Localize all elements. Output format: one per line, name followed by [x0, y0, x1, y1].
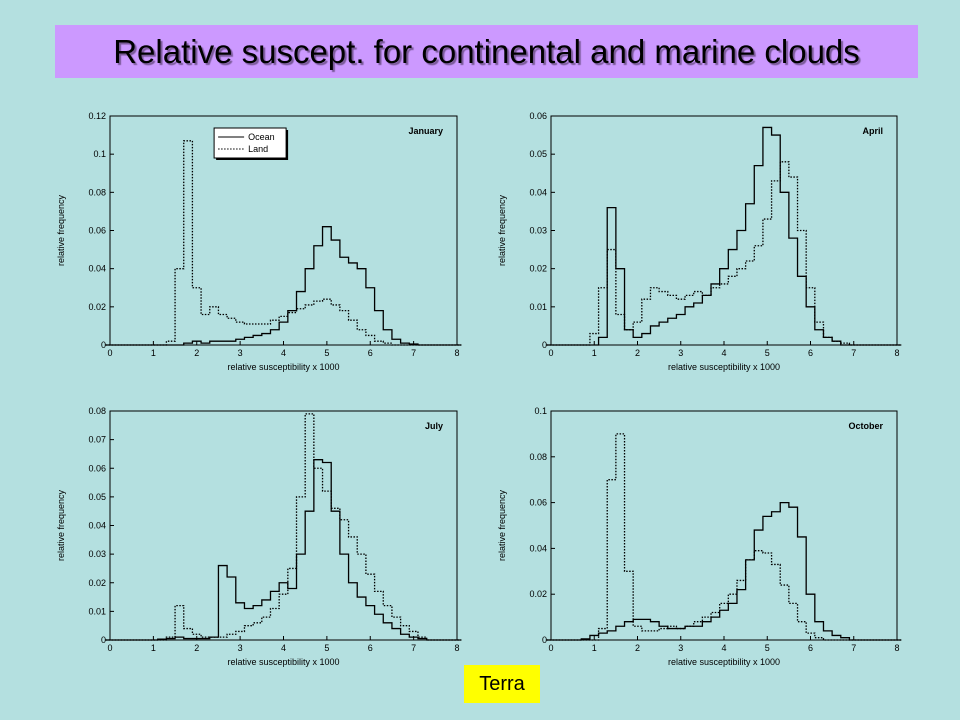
y-tick-label: 0.03: [88, 549, 106, 559]
y-tick-label: 0: [542, 340, 547, 350]
y-tick-label: 0.02: [529, 264, 547, 274]
x-tick-label: 2: [635, 348, 640, 358]
legend-label: Land: [248, 144, 268, 154]
x-tick-label: 0: [107, 348, 112, 358]
series-line: [105, 459, 462, 641]
y-tick-label: 0.02: [88, 302, 106, 312]
x-tick-label: 3: [238, 643, 243, 653]
x-tick-label: 2: [635, 643, 640, 653]
y-tick-label: 0.01: [88, 606, 106, 616]
y-axis-label: relative frequency: [497, 489, 507, 561]
x-tick-label: 5: [765, 643, 770, 653]
y-axis-label: relative frequency: [56, 194, 66, 266]
x-tick-label: 3: [238, 348, 243, 358]
x-tick-label: 8: [454, 643, 459, 653]
x-tick-label: 6: [808, 348, 813, 358]
legend-label: Ocean: [248, 132, 275, 142]
x-axis-label: relative susceptibility x 1000: [668, 362, 780, 372]
legend-box: [213, 127, 287, 159]
chart-title: April: [862, 126, 883, 136]
series-line: [105, 413, 462, 641]
x-axis-label: relative susceptibility x 1000: [668, 657, 780, 667]
x-tick-label: 5: [324, 643, 329, 653]
x-tick-label: 4: [721, 348, 726, 358]
series-line: [105, 226, 462, 346]
x-tick-label: 6: [368, 643, 373, 653]
y-tick-label: 0.12: [88, 111, 106, 121]
series-line: [546, 501, 902, 641]
plot-frame: [109, 410, 458, 641]
x-tick-label: 1: [592, 643, 597, 653]
y-tick-label: 0.06: [529, 111, 547, 121]
series-line: [105, 140, 462, 346]
y-tick-label: 0.01: [529, 302, 547, 312]
x-tick-label: 4: [281, 348, 286, 358]
x-axis-label: relative susceptibility x 1000: [227, 657, 339, 667]
x-tick-label: 7: [411, 348, 416, 358]
y-axis-label: relative frequency: [497, 194, 507, 266]
x-axis-label: relative susceptibility x 1000: [227, 362, 339, 372]
y-tick-label: 0.1: [534, 406, 547, 416]
slide-title: Relative suscept. for continental and ma…: [55, 25, 918, 78]
x-tick-label: 7: [411, 643, 416, 653]
x-tick-label: 3: [678, 348, 683, 358]
series-line: [546, 126, 902, 346]
x-tick-label: 1: [151, 348, 156, 358]
y-tick-label: 0.06: [88, 226, 106, 236]
plot-frame: [550, 410, 898, 641]
y-tick-label: 0.05: [88, 492, 106, 502]
x-tick-label: 2: [194, 348, 199, 358]
y-tick-label: 0.04: [529, 187, 547, 197]
y-tick-label: 0.08: [88, 406, 106, 416]
y-tick-label: 0.04: [529, 543, 547, 553]
y-tick-label: 0: [101, 635, 106, 645]
y-tick-label: 0.03: [529, 226, 547, 236]
x-tick-label: 5: [765, 348, 770, 358]
x-tick-label: 8: [454, 348, 459, 358]
series-line: [546, 161, 902, 346]
x-tick-label: 7: [851, 348, 856, 358]
x-tick-label: 2: [194, 643, 199, 653]
chart-title: October: [848, 421, 883, 431]
y-tick-label: 0: [101, 340, 106, 350]
x-tick-label: 5: [324, 348, 329, 358]
x-tick-label: 6: [368, 348, 373, 358]
y-tick-label: 0.04: [88, 264, 106, 274]
x-tick-label: 1: [592, 348, 597, 358]
x-tick-label: 0: [548, 643, 553, 653]
x-tick-label: 4: [721, 643, 726, 653]
series-line: [546, 433, 902, 641]
plot-frame: [550, 115, 898, 346]
y-tick-label: 0.1: [93, 149, 106, 159]
y-tick-label: 0.08: [529, 452, 547, 462]
y-tick-label: 0.07: [88, 435, 106, 445]
x-tick-label: 7: [851, 643, 856, 653]
x-tick-label: 6: [808, 643, 813, 653]
x-tick-label: 4: [281, 643, 286, 653]
y-tick-label: 0.06: [88, 463, 106, 473]
x-tick-label: 1: [151, 643, 156, 653]
y-tick-label: 0.08: [88, 187, 106, 197]
y-tick-label: 0: [542, 635, 547, 645]
x-tick-label: 3: [678, 643, 683, 653]
y-tick-label: 0.02: [529, 589, 547, 599]
y-axis-label: relative frequency: [56, 489, 66, 561]
y-tick-label: 0.02: [88, 578, 106, 588]
y-tick-label: 0.06: [529, 498, 547, 508]
x-tick-label: 8: [894, 348, 899, 358]
chart-title: July: [425, 421, 443, 431]
y-tick-label: 0.04: [88, 521, 106, 531]
y-tick-label: 0.05: [529, 149, 547, 159]
x-tick-label: 0: [107, 643, 112, 653]
x-tick-label: 0: [548, 348, 553, 358]
satellite-label: Terra: [464, 665, 540, 703]
x-tick-label: 8: [894, 643, 899, 653]
chart-title: January: [408, 126, 443, 136]
